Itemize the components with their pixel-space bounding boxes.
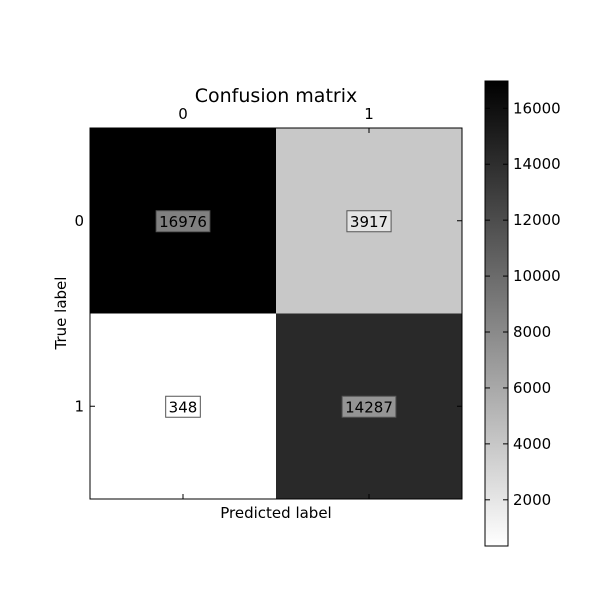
cell-label-1-0: 348 bbox=[165, 395, 201, 418]
cell-label-0-0: 16976 bbox=[155, 210, 211, 233]
colorbar-tick-label: 12000 bbox=[513, 211, 561, 229]
colorbar-tick-label: 8000 bbox=[513, 323, 551, 341]
cell-label-box bbox=[155, 210, 211, 233]
cell-label-box bbox=[341, 395, 397, 418]
colorbar-tick-label: 16000 bbox=[513, 99, 561, 117]
y-axis-label: True label bbox=[52, 277, 70, 351]
x-tick-label: 1 bbox=[364, 105, 374, 123]
axes-frame bbox=[89, 127, 463, 500]
cell-value-label: 16976 bbox=[159, 213, 207, 231]
y-tick-label: 0 bbox=[74, 212, 84, 230]
chart-title: Confusion matrix bbox=[195, 85, 357, 107]
cell-label-box bbox=[346, 210, 392, 233]
matrix-cells bbox=[89, 127, 463, 500]
y-tick-label: 1 bbox=[74, 397, 84, 415]
colorbar-tick-label: 2000 bbox=[513, 491, 551, 509]
colorbar-tick-label: 6000 bbox=[513, 379, 551, 397]
x-axis-label: Predicted label bbox=[220, 504, 331, 522]
cell-value-label: 348 bbox=[169, 398, 198, 416]
cell-label-1-1: 14287 bbox=[341, 395, 397, 418]
colorbar: 2000 4000 6000 8000 10000 12000 14000 16000 bbox=[484, 80, 561, 547]
x-tick-label: 0 bbox=[178, 105, 188, 123]
colorbar-tick-label: 14000 bbox=[513, 155, 561, 173]
colorbar-tick-label: 10000 bbox=[513, 267, 561, 285]
cell-label-0-1: 3917 bbox=[346, 210, 392, 233]
colorbar-tick-label: 4000 bbox=[513, 435, 551, 453]
colorbar-frame bbox=[484, 80, 509, 547]
cell-label-box bbox=[165, 395, 201, 418]
matrix-cell-labels: 16976 3917 348 14287 bbox=[155, 210, 397, 418]
cell-value-label: 14287 bbox=[345, 398, 393, 416]
cell-value-label: 3917 bbox=[350, 213, 388, 231]
y-axis-ticks: 01 bbox=[74, 212, 462, 415]
colorbar-gradient bbox=[485, 81, 508, 546]
